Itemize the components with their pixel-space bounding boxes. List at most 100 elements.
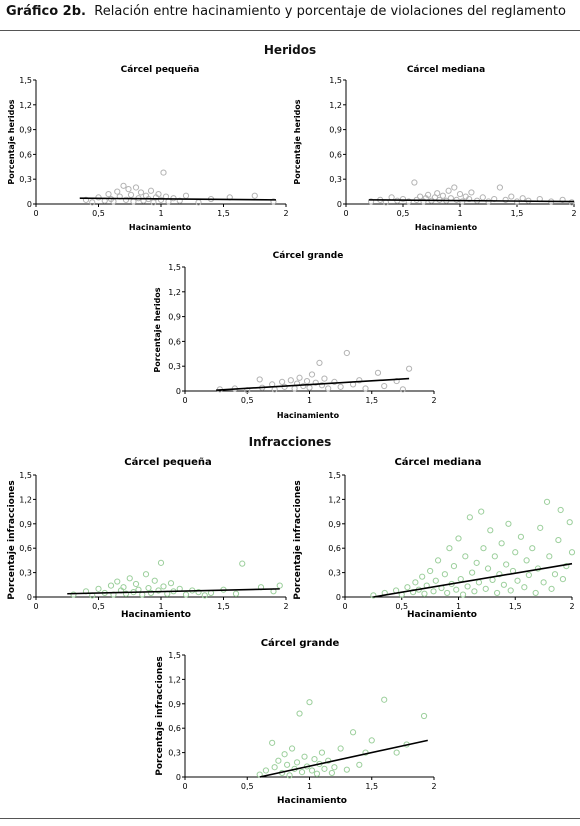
data-point xyxy=(491,553,498,560)
y-tick-label: 1,2 xyxy=(168,675,181,684)
y-tick-label: 1,5 xyxy=(329,76,342,85)
data-point xyxy=(496,571,503,578)
data-point xyxy=(300,382,307,390)
data-point xyxy=(507,587,514,594)
data-point xyxy=(406,365,413,372)
data-point xyxy=(457,576,464,583)
y-axis-label: Porcentaje heridos xyxy=(153,287,162,372)
data-point xyxy=(496,184,503,191)
data-point xyxy=(439,192,446,199)
data-point xyxy=(114,578,121,585)
data-point xyxy=(151,577,158,584)
x-axis-label: Hacinamiento xyxy=(277,796,347,806)
data-point xyxy=(540,579,547,586)
data-point xyxy=(555,536,562,544)
data-point xyxy=(466,514,473,521)
figure-title: Relación entre hacinamiento y porcentaje… xyxy=(94,4,566,19)
data-point xyxy=(318,749,326,756)
y-tick-label: 0,6 xyxy=(168,724,181,733)
data-point xyxy=(505,520,512,527)
data-point xyxy=(125,186,132,193)
data-point xyxy=(399,195,407,203)
data-point xyxy=(432,577,439,584)
data-point xyxy=(232,590,240,597)
trend-line xyxy=(368,199,575,203)
data-point xyxy=(157,196,165,203)
data-point xyxy=(478,508,485,515)
y-tick-label: 0,3 xyxy=(19,569,32,578)
data-point xyxy=(279,378,286,386)
trend-line xyxy=(67,588,280,595)
data-point xyxy=(508,193,515,200)
data-point xyxy=(120,182,127,189)
x-tick-label: 1,5 xyxy=(217,209,230,218)
data-point xyxy=(471,588,478,595)
data-point xyxy=(331,764,338,771)
chart-title: Cárcel mediana xyxy=(407,65,485,75)
y-tick-label: 1,5 xyxy=(328,471,341,480)
data-point xyxy=(308,371,316,378)
x-tick-label: 0 xyxy=(33,209,38,218)
y-tick-label: 0,3 xyxy=(168,749,181,758)
data-point xyxy=(502,196,509,203)
data-point xyxy=(424,191,432,199)
data-point xyxy=(444,589,451,597)
data-point xyxy=(262,767,270,774)
x-tick-label: 0 xyxy=(33,602,38,611)
data-point xyxy=(296,710,303,717)
data-point xyxy=(512,549,519,556)
x-tick-label: 0,5 xyxy=(241,782,254,791)
data-point xyxy=(537,524,544,531)
x-axis-label: Hacinamiento xyxy=(129,223,192,232)
data-point xyxy=(459,591,467,598)
x-tick-label: 0,5 xyxy=(92,602,105,611)
data-point xyxy=(321,765,328,772)
data-point xyxy=(532,589,539,597)
data-point xyxy=(367,198,375,205)
data-point xyxy=(469,569,476,576)
data-point xyxy=(480,545,487,552)
data-point xyxy=(430,588,437,595)
data-point xyxy=(107,582,115,589)
chart-title: Cárcel grande xyxy=(273,251,344,261)
x-tick-label: 2 xyxy=(571,209,576,218)
x-tick-label: 2 xyxy=(431,782,436,791)
data-point xyxy=(453,586,460,593)
data-point xyxy=(468,189,475,196)
data-point xyxy=(195,589,202,596)
data-point xyxy=(381,382,388,390)
y-axis-label: Porcentaje infracciones xyxy=(293,480,303,600)
data-point xyxy=(89,199,96,206)
data-point xyxy=(321,375,328,382)
data-point xyxy=(256,376,263,383)
data-point xyxy=(318,382,326,389)
y-tick-label: 0,3 xyxy=(328,569,341,578)
data-point xyxy=(95,194,102,201)
data-point xyxy=(529,545,536,552)
data-point xyxy=(157,559,165,566)
x-tick-label: 1 xyxy=(158,209,163,218)
data-point xyxy=(521,584,528,591)
data-point xyxy=(551,571,559,578)
data-point xyxy=(393,749,400,756)
y-tick-label: 0 xyxy=(27,593,32,602)
data-point xyxy=(388,194,395,201)
data-point xyxy=(167,580,175,587)
x-tick-label: 2 xyxy=(569,602,574,611)
data-point xyxy=(557,506,564,514)
data-point xyxy=(514,577,521,584)
y-tick-label: 0 xyxy=(176,387,181,396)
data-point xyxy=(293,380,301,387)
trend-line xyxy=(259,739,428,778)
y-tick-label: 1,5 xyxy=(19,76,32,85)
data-point xyxy=(147,589,155,597)
data-point xyxy=(337,383,344,390)
y-tick-label: 0 xyxy=(336,593,341,602)
data-point xyxy=(239,560,246,567)
y-tick-label: 0,6 xyxy=(329,150,342,159)
data-point xyxy=(105,190,112,198)
data-point xyxy=(459,198,466,205)
section-title-infracciones: Infracciones xyxy=(248,435,332,449)
data-point xyxy=(487,527,494,534)
data-point xyxy=(122,196,130,203)
